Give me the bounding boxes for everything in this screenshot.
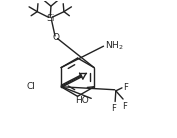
Text: F: F bbox=[111, 104, 116, 113]
Text: Si: Si bbox=[46, 14, 55, 23]
Text: Cl: Cl bbox=[26, 82, 35, 91]
Text: HO: HO bbox=[75, 96, 88, 105]
Text: F: F bbox=[123, 83, 128, 92]
Text: F: F bbox=[122, 102, 127, 111]
Text: NH$_2$: NH$_2$ bbox=[105, 39, 124, 52]
Text: O: O bbox=[52, 33, 59, 42]
